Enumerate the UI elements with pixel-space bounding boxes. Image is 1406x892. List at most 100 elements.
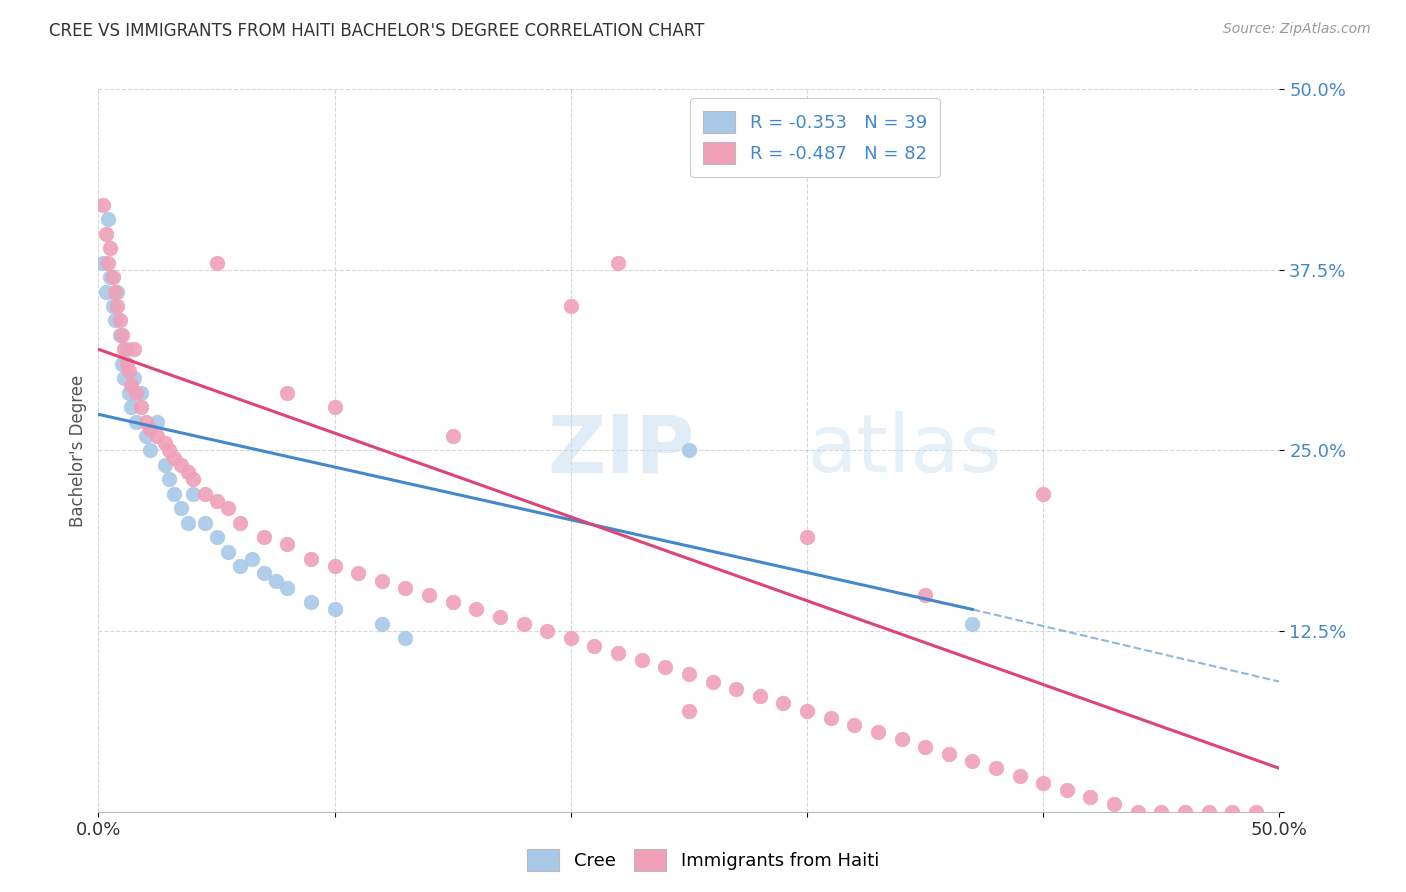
- Point: [157, 443, 180, 458]
- Point: [796, 530, 818, 544]
- Point: [146, 429, 169, 443]
- Point: [118, 385, 141, 400]
- Point: [796, 704, 818, 718]
- Point: [115, 343, 138, 357]
- Point: [129, 400, 152, 414]
- Point: [465, 602, 488, 616]
- Text: ZIP: ZIP: [547, 411, 695, 490]
- Point: [94, 285, 117, 299]
- Point: [323, 559, 346, 574]
- Point: [177, 516, 200, 530]
- Point: [139, 443, 162, 458]
- Point: [170, 458, 193, 472]
- Point: [418, 588, 440, 602]
- Point: [512, 616, 534, 631]
- Legend: Cree, Immigrants from Haiti: Cree, Immigrants from Haiti: [520, 842, 886, 879]
- Point: [217, 544, 239, 558]
- Point: [323, 602, 346, 616]
- Point: [1198, 805, 1220, 819]
- Point: [194, 516, 217, 530]
- Point: [146, 415, 169, 429]
- Point: [118, 364, 141, 378]
- Text: Source: ZipAtlas.com: Source: ZipAtlas.com: [1223, 22, 1371, 37]
- Point: [1174, 805, 1197, 819]
- Point: [205, 530, 228, 544]
- Point: [98, 241, 121, 255]
- Point: [820, 711, 842, 725]
- Point: [441, 595, 464, 609]
- Point: [177, 465, 200, 479]
- Point: [1126, 805, 1149, 819]
- Point: [1150, 805, 1173, 819]
- Point: [111, 357, 134, 371]
- Point: [122, 343, 145, 357]
- Point: [630, 653, 652, 667]
- Point: [153, 436, 176, 450]
- Point: [217, 501, 239, 516]
- Point: [253, 530, 276, 544]
- Point: [97, 212, 120, 227]
- Point: [163, 487, 186, 501]
- Point: [725, 681, 748, 696]
- Point: [276, 537, 298, 551]
- Point: [678, 704, 700, 718]
- Point: [276, 385, 298, 400]
- Point: [748, 689, 770, 703]
- Point: [121, 378, 143, 392]
- Point: [702, 674, 724, 689]
- Point: [240, 551, 263, 566]
- Point: [101, 299, 124, 313]
- Point: [678, 667, 700, 681]
- Point: [105, 285, 128, 299]
- Point: [371, 616, 394, 631]
- Point: [98, 270, 121, 285]
- Point: [914, 588, 936, 602]
- Point: [984, 761, 1007, 775]
- Y-axis label: Bachelor's Degree: Bachelor's Degree: [69, 375, 87, 526]
- Point: [914, 739, 936, 754]
- Point: [489, 609, 512, 624]
- Point: [91, 198, 114, 212]
- Point: [276, 581, 298, 595]
- Point: [394, 632, 416, 646]
- Point: [890, 732, 912, 747]
- Point: [125, 415, 148, 429]
- Point: [654, 660, 676, 674]
- Point: [560, 299, 582, 313]
- Point: [101, 270, 124, 285]
- Point: [394, 581, 416, 595]
- Point: [104, 285, 127, 299]
- Point: [153, 458, 176, 472]
- Point: [229, 559, 252, 574]
- Legend: R = -0.353   N = 39, R = -0.487   N = 82: R = -0.353 N = 39, R = -0.487 N = 82: [690, 98, 939, 177]
- Point: [91, 255, 114, 269]
- Point: [135, 415, 157, 429]
- Point: [111, 327, 134, 342]
- Point: [299, 595, 322, 609]
- Point: [536, 624, 558, 639]
- Point: [181, 472, 204, 486]
- Point: [181, 487, 204, 501]
- Point: [157, 472, 180, 486]
- Point: [115, 357, 138, 371]
- Point: [205, 494, 228, 508]
- Point: [1080, 790, 1102, 805]
- Point: [139, 422, 162, 436]
- Point: [1056, 783, 1078, 797]
- Point: [1102, 797, 1125, 812]
- Point: [583, 639, 606, 653]
- Point: [323, 400, 346, 414]
- Point: [1220, 805, 1243, 819]
- Point: [441, 429, 464, 443]
- Point: [1244, 805, 1267, 819]
- Point: [170, 501, 193, 516]
- Point: [772, 696, 794, 710]
- Point: [112, 343, 135, 357]
- Point: [253, 566, 276, 581]
- Point: [97, 255, 120, 269]
- Point: [135, 429, 157, 443]
- Point: [229, 516, 252, 530]
- Point: [104, 313, 127, 327]
- Point: [129, 385, 152, 400]
- Point: [122, 371, 145, 385]
